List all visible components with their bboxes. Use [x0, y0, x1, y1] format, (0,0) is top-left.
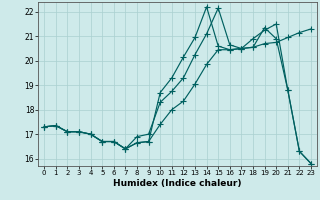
X-axis label: Humidex (Indice chaleur): Humidex (Indice chaleur)	[113, 179, 242, 188]
